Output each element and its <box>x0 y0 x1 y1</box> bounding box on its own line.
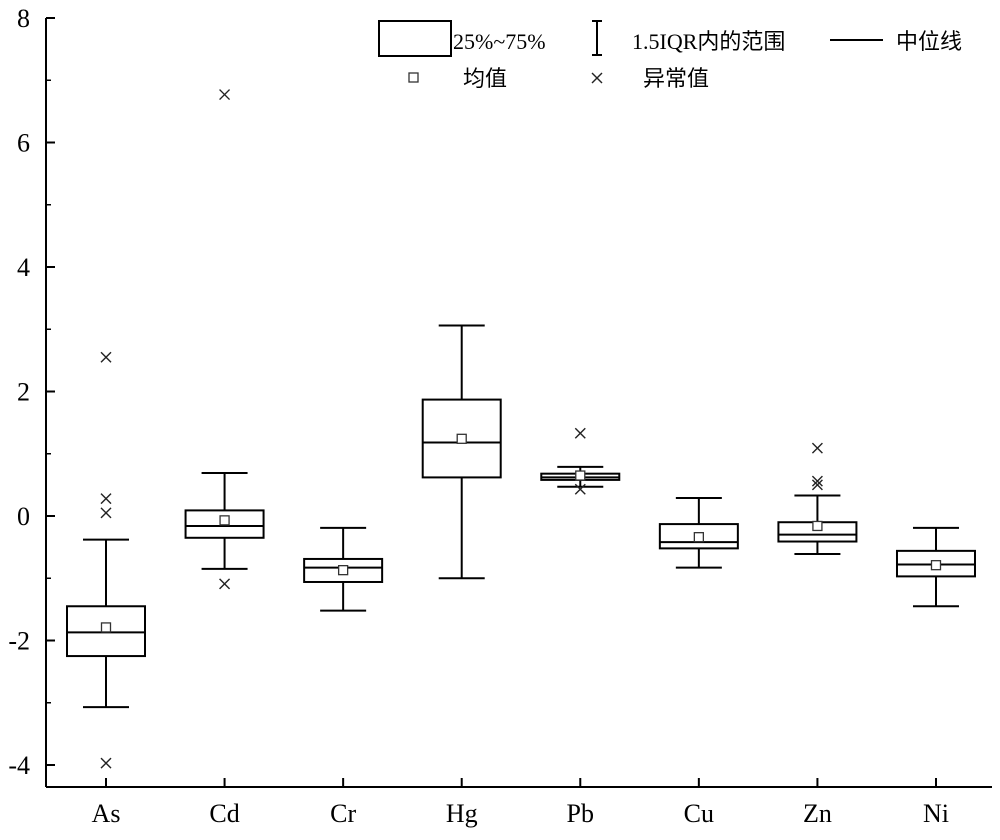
box-Cd <box>184 89 265 590</box>
legend-median-label: 中位线 <box>896 29 962 54</box>
outlier-marker <box>219 578 231 590</box>
y-tick-label: -2 <box>8 627 30 656</box>
y-tick-label: 4 <box>17 253 30 282</box>
outlier-marker <box>219 89 231 101</box>
outlier-stroke <box>574 483 586 495</box>
y-tick-label: 8 <box>17 4 30 33</box>
outlier-marker <box>811 475 823 487</box>
outlier-stroke <box>811 442 823 454</box>
outlier-marker <box>574 427 586 439</box>
box-Pb <box>540 427 621 495</box>
outlier-stroke <box>811 475 823 487</box>
legend-outlier-swatch <box>591 72 603 84</box>
x-tick-label: Pb <box>567 799 594 828</box>
outlier-stroke <box>100 493 112 505</box>
iqr-box <box>184 509 265 539</box>
x-tick-label: Ni <box>923 799 949 828</box>
outlier-stroke <box>219 89 231 101</box>
box-As <box>66 351 146 769</box>
legend-box-label: 25%~75% <box>453 29 546 54</box>
box-Zn <box>777 442 858 555</box>
mean-marker <box>456 433 467 444</box>
axes: -4 -2 0 2 4 6 8 As Cd Cr Hg Pb Cu Zn Ni <box>8 4 992 828</box>
y-tick-label: -4 <box>8 751 30 780</box>
mean-marker <box>575 470 586 481</box>
outlier-marker <box>100 351 112 363</box>
legend-whisker-label: 1.5IQR内的范围 <box>632 29 785 54</box>
y-tick-label: 2 <box>17 378 30 407</box>
outlier-marker <box>100 493 112 505</box>
legend-mean-label: 均值 <box>463 66 507 91</box>
x-tick-label: Zn <box>803 799 832 828</box>
x-tick-label: As <box>92 799 121 828</box>
outlier-marker <box>811 479 823 491</box>
legend-mean-swatch <box>408 72 419 83</box>
x-tick-label: Cd <box>209 799 239 828</box>
outlier-marker <box>811 442 823 454</box>
box-Hg <box>421 324 502 580</box>
mean-marker <box>219 515 230 526</box>
box-Ni <box>895 526 976 608</box>
mean-marker <box>693 532 704 543</box>
outlier-stroke <box>100 757 112 769</box>
outlier-stroke <box>591 72 603 84</box>
outlier-marker <box>574 483 586 495</box>
legend-outlier-label: 异常值 <box>643 66 709 91</box>
legend-box-swatch <box>378 20 452 57</box>
x-tick-label: Hg <box>446 799 478 828</box>
y-tick-label: 6 <box>17 129 30 158</box>
box-Cr <box>303 526 384 612</box>
y-tick-label: 0 <box>17 502 30 531</box>
mean-marker <box>337 565 349 576</box>
outlier-marker <box>100 757 112 769</box>
outlier-stroke <box>100 351 112 363</box>
boxes <box>66 89 976 769</box>
x-tick-label: Cr <box>330 799 356 828</box>
outlier-marker <box>100 507 112 519</box>
outlier-stroke <box>574 427 586 439</box>
outlier-stroke <box>219 578 231 590</box>
outlier-stroke <box>811 479 823 491</box>
box-Cu <box>658 496 739 569</box>
outlier-stroke <box>100 507 112 519</box>
x-tick-label: Cu <box>684 799 714 828</box>
mean-marker <box>812 520 823 532</box>
mean-marker <box>930 560 942 571</box>
mean-marker <box>100 622 112 633</box>
